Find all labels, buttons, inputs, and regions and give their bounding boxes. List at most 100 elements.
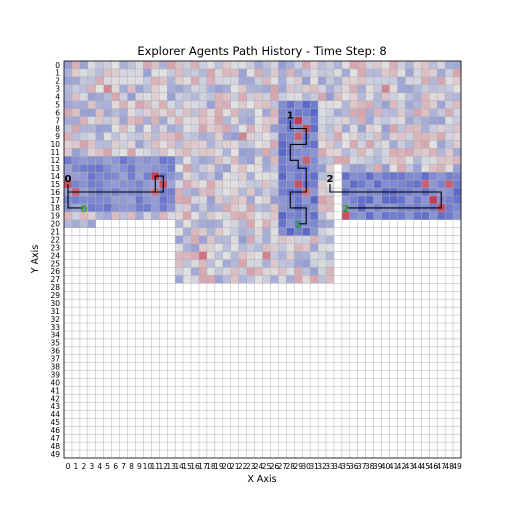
heatmap-cell [183,267,192,276]
heatmap-cell [64,61,73,70]
heatmap-cell [230,84,239,93]
heatmap-cell [326,132,335,141]
heatmap-cell [270,180,279,189]
heatmap-cell [246,259,255,268]
heatmap-cell [183,235,192,244]
heatmap-cell [270,195,279,205]
heatmap-cell [151,132,160,141]
heatmap-cell [222,132,231,141]
y-tick-label: 47 [50,434,60,443]
heatmap-cell [151,61,160,70]
heatmap-cell [397,140,406,149]
heatmap-cell [222,211,231,220]
heatmap-cell [365,61,374,70]
heatmap-cell [294,148,303,157]
heatmap-cell [421,195,430,205]
heatmap-cell [222,124,231,133]
heatmap-cell [326,267,335,276]
heatmap-cell [143,116,152,125]
heatmap-cell [302,61,311,70]
heatmap-cell [254,84,263,93]
heatmap-cell [262,156,271,165]
heatmap-cell [445,195,454,205]
y-tick-label: 0 [55,61,60,70]
heatmap-cell [191,156,200,165]
heatmap-cell [127,211,136,220]
heatmap-cell [326,211,335,220]
x-tick-label: 24 [254,462,264,471]
heatmap-cell [445,203,454,213]
heatmap-cell [143,164,152,173]
heatmap-cell [365,100,374,109]
heatmap-cell [278,219,287,228]
heatmap-cell [214,61,223,70]
heatmap-cell [341,100,351,109]
heatmap-cell [111,76,120,86]
heatmap-cell [183,164,192,173]
heatmap-cell [389,211,398,220]
heatmap-cell [238,148,247,157]
heatmap-cell [198,219,208,228]
heatmap-cell [135,92,144,101]
y-tick-label: 1 [55,69,60,78]
heatmap-cell [326,156,335,165]
heatmap-cell [421,92,430,101]
heatmap-cell [222,100,231,109]
y-tick-label: 49 [50,450,60,459]
heatmap-cell [111,116,120,125]
heatmap-cell [238,235,247,244]
heatmap-cell [333,61,343,70]
heatmap-cell [191,100,200,109]
heatmap-cell [175,195,184,205]
heatmap-cell [175,132,184,141]
heatmap-cell [175,235,184,244]
heatmap-cell [79,100,89,109]
heatmap-cell [191,108,200,117]
heatmap-cell [437,180,446,189]
heatmap-cell [214,172,223,181]
heatmap-cell [373,140,382,149]
heatmap-cell [310,211,319,220]
heatmap-cell [381,61,390,70]
heatmap-cell [167,76,176,86]
heatmap-cell [167,180,176,189]
heatmap-cell [357,195,366,205]
heatmap-cell [373,132,382,141]
heatmap-cell [222,227,231,236]
heatmap-cell [191,267,200,276]
x-axis-label: X Axis [247,474,276,485]
heatmap-cell [294,92,303,101]
heatmap-cell [79,164,89,173]
heatmap-cell [405,124,414,133]
heatmap-cell [397,156,406,165]
heatmap-cell [421,68,430,78]
heatmap-cell [262,251,271,260]
heatmap-cell [127,68,136,78]
heatmap-cell [206,148,216,157]
heatmap-cell [421,76,430,86]
heatmap-cell [429,156,438,165]
heatmap-cell [278,259,287,268]
heatmap-cell [286,235,295,244]
heatmap-cell [159,203,168,213]
heatmap-cell [310,219,319,228]
heatmap-cell [349,61,358,70]
heatmap-cell [198,227,208,236]
heatmap-cell [381,140,390,149]
x-tick-label: 42 [397,462,407,471]
heatmap-cell [222,61,231,70]
heatmap-cell [333,108,343,117]
heatmap-cell [111,132,120,141]
heatmap-cell [389,124,398,133]
heatmap-cell [262,259,271,268]
heatmap-cell [294,195,303,205]
heatmap-cell [198,243,208,252]
heatmap-cell [445,92,454,101]
heatmap-cell [381,84,390,93]
heatmap-cell [310,61,319,70]
heatmap-cell [310,108,319,117]
heatmap-cell [341,195,351,205]
heatmap-cell [214,108,223,117]
heatmap-cell [151,76,160,86]
heatmap-cell [262,132,271,141]
